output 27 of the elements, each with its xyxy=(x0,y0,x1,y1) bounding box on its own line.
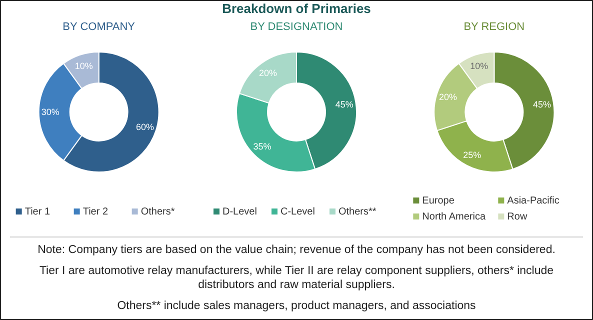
legend-label: Row xyxy=(507,212,528,222)
legend-label: Europe xyxy=(422,196,455,206)
data-label: 30% xyxy=(41,107,60,117)
data-label: 60% xyxy=(136,122,154,132)
chart-title: BY COMPANY xyxy=(62,21,136,33)
chart-title: BY DESIGNATION xyxy=(250,21,343,33)
text: Note: Company tiers are based on the value chain; revenue of the company has not been considered. xyxy=(38,244,556,256)
legend-label: Others** xyxy=(338,206,376,218)
data-label: 10% xyxy=(470,60,488,71)
data-label: 25% xyxy=(463,150,482,160)
chart-title: BY REGION xyxy=(464,21,525,33)
legend-label: D-Level xyxy=(222,206,257,218)
data-label: 45% xyxy=(533,99,552,110)
legend-label: C-Level xyxy=(280,206,315,218)
data-label: 45% xyxy=(335,99,354,110)
data-label: 20% xyxy=(258,68,277,78)
legend-label: Tier 2 xyxy=(82,206,108,218)
text: Breakdown of Primaries xyxy=(222,1,371,16)
data-label: 20% xyxy=(439,92,458,102)
text: Tier I are automotive relay manufacturers, while Tier II are relay component suppliers, others* include distributors and raw material suppliers. xyxy=(39,265,554,291)
text: Others** include sales managers, product managers, and associations xyxy=(117,300,476,312)
legend-label: Tier 1 xyxy=(24,206,50,218)
data-label: 10% xyxy=(74,60,93,71)
legend-label: Others* xyxy=(140,206,175,218)
legend-label: North America xyxy=(422,212,486,222)
legend-label: Asia-Pacific xyxy=(507,196,560,206)
data-label: 35% xyxy=(253,141,272,152)
